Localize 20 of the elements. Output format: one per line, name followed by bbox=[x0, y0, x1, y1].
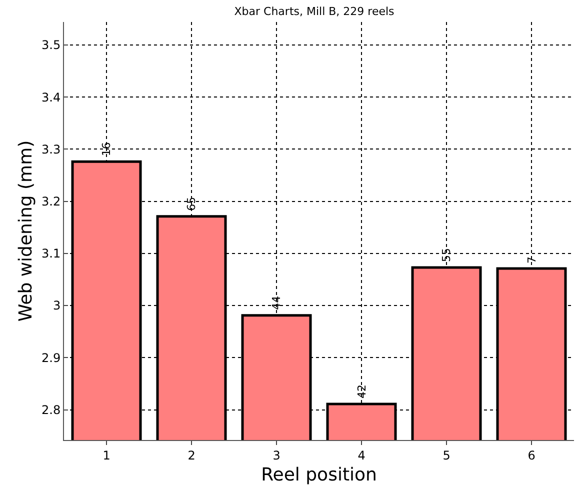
y-tick-label: 3.1 bbox=[42, 246, 61, 261]
x-tick-label: 6 bbox=[528, 448, 536, 462]
x-tick-label: 4 bbox=[358, 448, 366, 462]
y-tick-label: 3 bbox=[52, 298, 61, 313]
y-tick-label: 2.8 bbox=[42, 402, 61, 417]
y-tick-label: 3.5 bbox=[42, 38, 61, 52]
y-tick-label: 3.4 bbox=[42, 90, 61, 104]
y-tick-label: 3.2 bbox=[42, 194, 61, 208]
annotation: 7 bbox=[525, 256, 538, 264]
x-tick-label: 5 bbox=[442, 448, 450, 462]
x-axis-title: Reel position bbox=[261, 464, 377, 486]
x-tick-label: 1 bbox=[102, 448, 110, 462]
x-tick-label: 3 bbox=[272, 448, 280, 462]
chart-title: Xbar Charts, Mill B, 229 reels bbox=[234, 5, 395, 18]
annotation: 42 bbox=[355, 384, 368, 399]
y-axis-title: Web widening (mm) bbox=[16, 140, 37, 322]
y-tick-label: 3.3 bbox=[42, 142, 61, 156]
x-tick-label: 2 bbox=[188, 448, 196, 462]
y-tick-label: 2.9 bbox=[42, 350, 61, 365]
annotation: 16 bbox=[100, 142, 113, 156]
